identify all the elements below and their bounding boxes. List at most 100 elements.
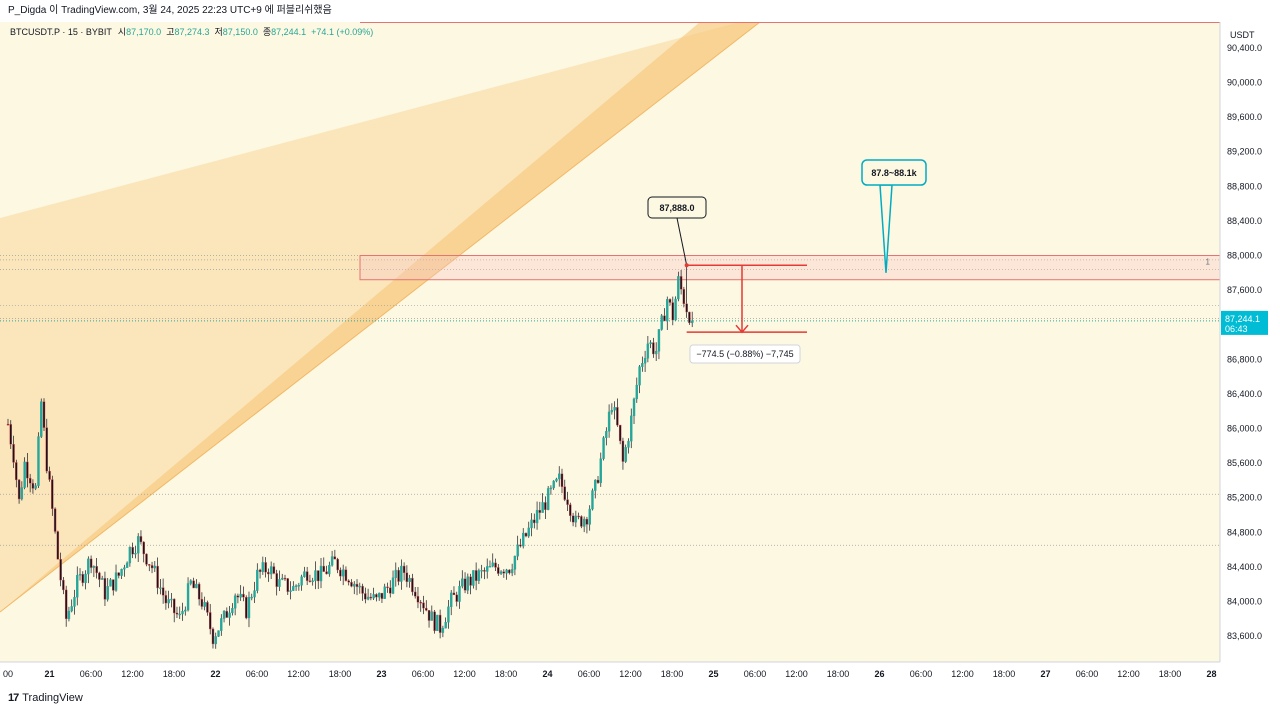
candle-body (286, 578, 289, 592)
symbol-label[interactable]: BTCUSDT.P · 15 · BYBIT (10, 27, 112, 37)
candle-body (120, 569, 123, 576)
candle-body (516, 544, 519, 557)
time-tick-label: 12:00 (785, 669, 808, 679)
candle-body (463, 578, 467, 591)
candle-body (45, 427, 48, 472)
candle-body (389, 587, 392, 594)
candle-body (671, 302, 674, 321)
price-tick-label: 88,400.0 (1227, 216, 1262, 226)
time-tick-label: 25 (708, 669, 718, 679)
price-tick-label: 83,600.0 (1227, 631, 1262, 641)
candle-body (73, 596, 76, 607)
time-tick-label: 26 (874, 669, 884, 679)
candle-body (228, 612, 231, 618)
time-tick-label: 22 (210, 669, 220, 679)
candle-body (64, 589, 68, 620)
time-tick-label: 28 (1206, 669, 1216, 679)
candle-body (441, 627, 445, 633)
time-axis[interactable]: 00 21 06:00 12:00 18:00 22 06:00 12:00 18:00 23 06… (0, 661, 1280, 690)
time-tick-label: 24 (542, 669, 552, 679)
candle-body (178, 613, 181, 616)
candle-body (294, 585, 298, 587)
measure-arrow-head (735, 324, 749, 334)
candlestick-series (6, 265, 694, 649)
candle-body (181, 610, 184, 615)
candle-body (452, 592, 456, 596)
candle-body (42, 401, 46, 428)
candle-body (560, 473, 564, 487)
candle-body (258, 569, 262, 572)
candle-body (114, 572, 118, 591)
candle-body (197, 583, 201, 600)
price-tick-label: 84,400.0 (1227, 562, 1262, 572)
candle-body (522, 532, 525, 547)
candle-body (164, 595, 168, 604)
candle-body (455, 594, 458, 602)
price-chart[interactable]: BTCUSDT.P · 15 · BYBIT 시87,170.0 고87,274.3… (0, 0, 1280, 690)
candle-body (339, 569, 342, 577)
candle-body (303, 571, 306, 577)
candle-body (466, 576, 470, 591)
candle-body (87, 558, 90, 575)
candle-body (103, 578, 107, 600)
candle-body (483, 569, 486, 572)
candle-body (31, 483, 35, 489)
high-callout[interactable]: 87,888.0 (647, 196, 707, 219)
candle-body (256, 569, 259, 591)
candle-body (37, 436, 40, 486)
candle-body (513, 556, 517, 570)
candle-body (145, 553, 148, 565)
candle-body (275, 573, 278, 587)
symbol-bar[interactable]: BTCUSDT.P · 15 · BYBIT 시87,170.0 고87,274.3… (10, 27, 373, 37)
candle-body (666, 299, 669, 322)
candle-body (142, 541, 145, 555)
candle-body (596, 479, 600, 484)
candle-body (535, 509, 539, 524)
price-tick-label: 85,600.0 (1227, 458, 1262, 468)
candle-body (679, 276, 683, 290)
candle-body (422, 602, 425, 609)
candle-body (81, 574, 84, 584)
time-tick-label: 12:00 (619, 669, 642, 679)
candle-body (20, 487, 24, 500)
time-tick-label: 12:00 (453, 669, 476, 679)
candle-body (663, 315, 666, 322)
time-tick-label: 12:00 (1117, 669, 1140, 679)
zone-callout[interactable]: 87.8~88.1k (861, 159, 927, 186)
candle-body (541, 502, 544, 513)
time-tick-label: 27 (1040, 669, 1050, 679)
candle-body (585, 518, 589, 525)
candle-body (70, 606, 73, 612)
candle-body (225, 610, 229, 618)
tradingview-footer: 17 TradingView (8, 690, 83, 706)
candle-body (558, 473, 561, 480)
price-tick-label: 89,600.0 (1227, 112, 1262, 122)
candle-body (233, 595, 237, 609)
change-value: +74.1 (+0.09%) (311, 27, 373, 37)
candle-body (98, 572, 101, 580)
candle-body (300, 576, 303, 586)
candle-body (134, 552, 137, 555)
candle-body (472, 570, 475, 586)
candle-body (427, 610, 431, 621)
candle-body (150, 565, 154, 569)
candle-body (53, 508, 57, 532)
candle-body (690, 320, 694, 324)
candle-body (76, 575, 79, 598)
candle-body (643, 358, 647, 364)
tradingview-logo-icon: 17 (8, 692, 19, 704)
candle-body (413, 591, 417, 597)
price-axis[interactable]: USDT 83,600.0 84,000.0 84,400.0 84,800.0 85,… (1206, 22, 1280, 662)
measure-tool (686, 264, 807, 334)
candle-body (474, 570, 478, 581)
time-tick-label: 18:00 (495, 669, 518, 679)
candle-body (100, 578, 104, 580)
candle-body (112, 579, 115, 591)
candle-body (242, 593, 245, 598)
candle-body (563, 486, 566, 500)
candle-body (281, 577, 284, 580)
candle-body (508, 569, 511, 574)
candle-body (358, 585, 361, 588)
candle-body (654, 351, 658, 355)
